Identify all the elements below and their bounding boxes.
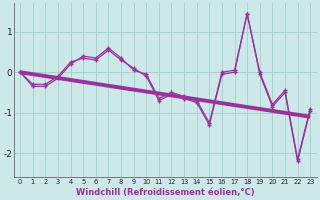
X-axis label: Windchill (Refroidissement éolien,°C): Windchill (Refroidissement éolien,°C)	[76, 188, 254, 197]
